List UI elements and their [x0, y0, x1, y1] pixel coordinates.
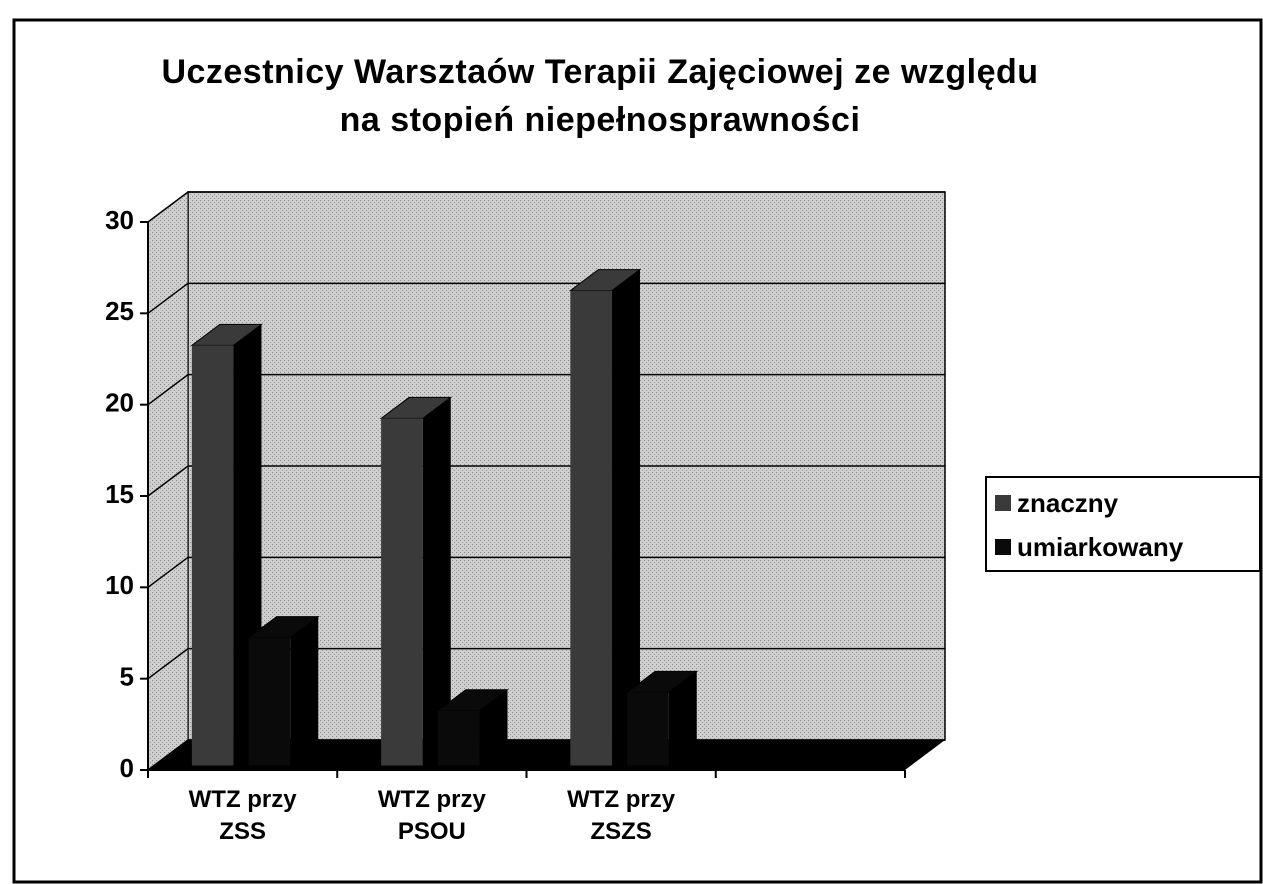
bar-front: [248, 637, 291, 766]
grid-line: [147, 556, 945, 588]
bar-side: [611, 269, 640, 766]
bar-side: [290, 616, 319, 766]
plot-area: 0 5 10 15 20 25 30: [105, 191, 946, 783]
bar: [625, 670, 699, 766]
y-tick-label: 5: [120, 662, 134, 692]
bar: [436, 689, 510, 766]
legend-swatch: [995, 539, 1011, 555]
legend-item: znaczny: [995, 484, 1259, 522]
y-tick-label: 20: [105, 388, 134, 418]
legend: znaczny umiarkowany: [985, 476, 1261, 572]
bar-front: [191, 345, 234, 766]
bar-front: [570, 290, 612, 766]
grid-line: [147, 282, 945, 314]
x-tick-label: WTZ przy ZSZS: [567, 786, 676, 845]
floor: [148, 740, 945, 770]
y-tick-label: 25: [105, 296, 134, 326]
y-tick-label: 15: [105, 479, 134, 509]
bar: [247, 616, 320, 766]
grid-line: [147, 191, 945, 223]
frame: [12, 18, 1263, 884]
bar-side: [668, 671, 697, 766]
y-tick-label: 10: [105, 570, 134, 600]
chart-title: Uczestnicy Warsztaów Terapii Zajęciowej …: [161, 53, 1039, 139]
x-tick-label: WTZ przy PSOU: [377, 786, 486, 845]
bar-front: [437, 710, 480, 766]
bar-front: [627, 692, 669, 766]
bar-side: [422, 397, 451, 766]
x-tick-label: WTZ przy ZSS: [188, 786, 297, 845]
y-tick-label: 30: [105, 205, 134, 235]
bar-front: [381, 418, 423, 766]
bar: [379, 396, 453, 766]
grid-line: [147, 647, 945, 680]
grid-line: [147, 373, 945, 406]
legend-label: znaczny: [1017, 487, 1119, 518]
bar: [568, 269, 642, 766]
bar-side: [479, 689, 508, 766]
legend-item: umiarkowany: [995, 528, 1259, 566]
legend-swatch: [995, 495, 1011, 511]
legend-label: umiarkowany: [1017, 531, 1184, 562]
grid-line: [147, 465, 945, 497]
y-tick-label: 0: [120, 753, 134, 783]
